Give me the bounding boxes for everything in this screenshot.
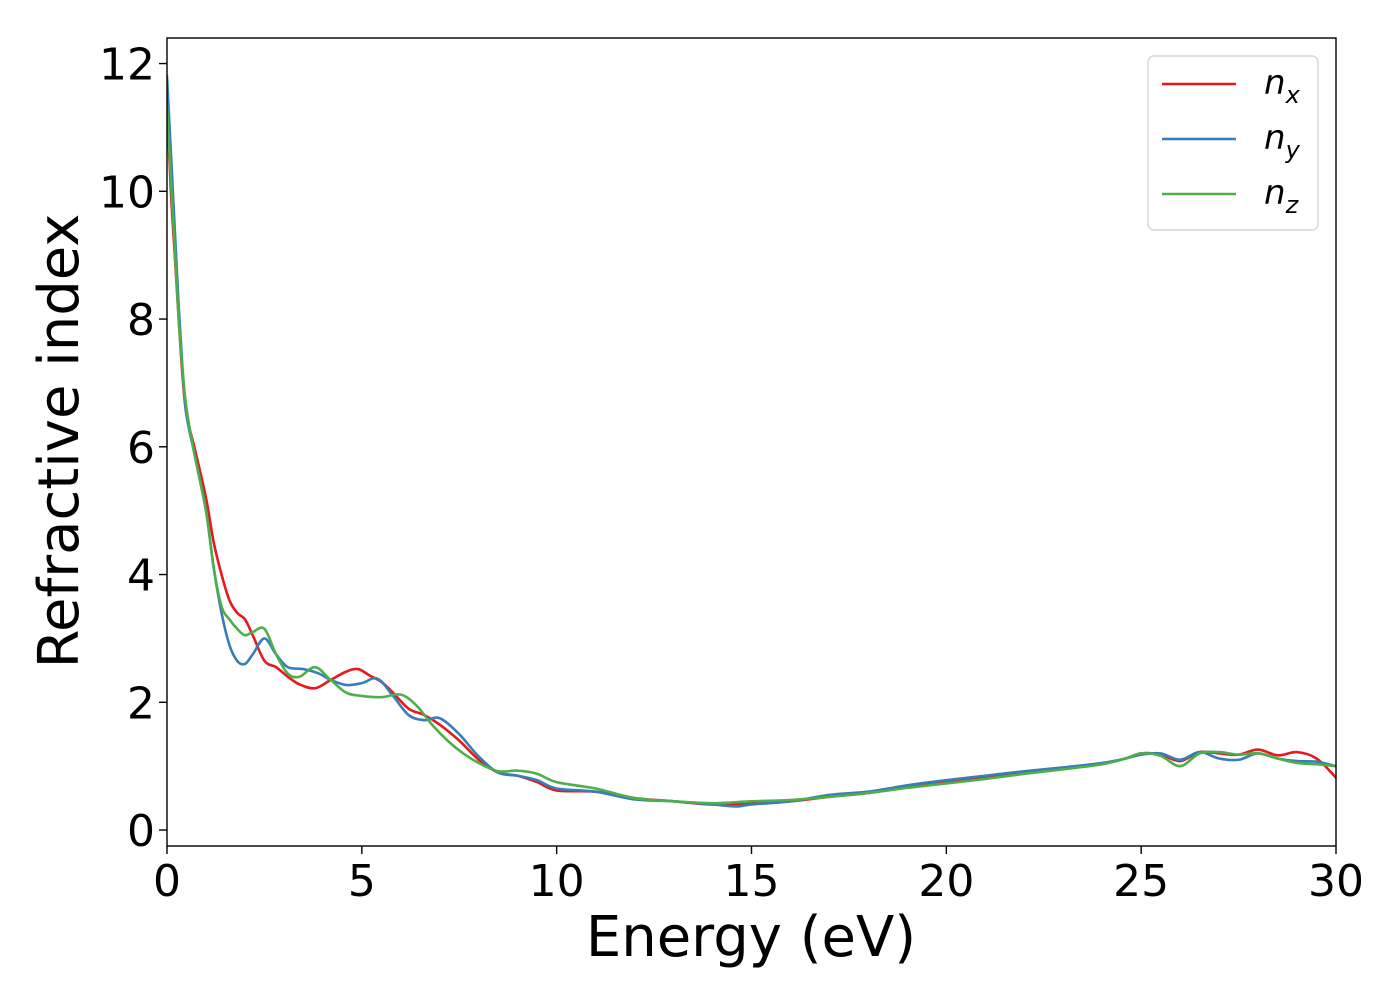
x-tick-label: 5 <box>348 856 376 907</box>
legend-label-base: n <box>1264 118 1286 158</box>
y-tick-label: 4 <box>127 551 155 602</box>
plot-layer <box>167 75 1336 808</box>
series-line-n-z <box>167 106 1336 805</box>
y-tick-label: 12 <box>99 40 155 91</box>
legend-box <box>1147 55 1319 231</box>
x-tick-label: 15 <box>724 856 780 907</box>
x-tick-label: 0 <box>153 856 181 907</box>
y-tick-label: 0 <box>127 806 155 857</box>
y-axis-label: Refractive index <box>27 214 92 669</box>
y-tick-label: 10 <box>99 167 155 218</box>
series-group <box>167 75 1336 808</box>
y-tick-label: 2 <box>127 678 155 729</box>
legend-label: ny <box>1264 118 1301 164</box>
legend-label-base: n <box>1264 173 1286 213</box>
legend-label-subscript: z <box>1285 191 1300 219</box>
legend-label-base: n <box>1264 63 1286 103</box>
legend-label: nx <box>1264 63 1301 109</box>
y-tick-label: 6 <box>127 423 155 474</box>
x-tick-label: 25 <box>1113 856 1169 907</box>
x-tick-label: 30 <box>1308 856 1364 907</box>
legend-label: nz <box>1264 173 1300 219</box>
legend-label-subscript: x <box>1285 81 1301 109</box>
legend-label-subscript: y <box>1285 136 1301 164</box>
x-axis-label: Energy (eV) <box>586 905 916 970</box>
x-tick-label: 10 <box>529 856 585 907</box>
axis-layer: 0 5 10 15 20 25 30 0 2 4 6 8 10 12 <box>99 37 1364 907</box>
y-tick-label: 8 <box>127 295 155 346</box>
x-tick-label: 20 <box>918 856 974 907</box>
